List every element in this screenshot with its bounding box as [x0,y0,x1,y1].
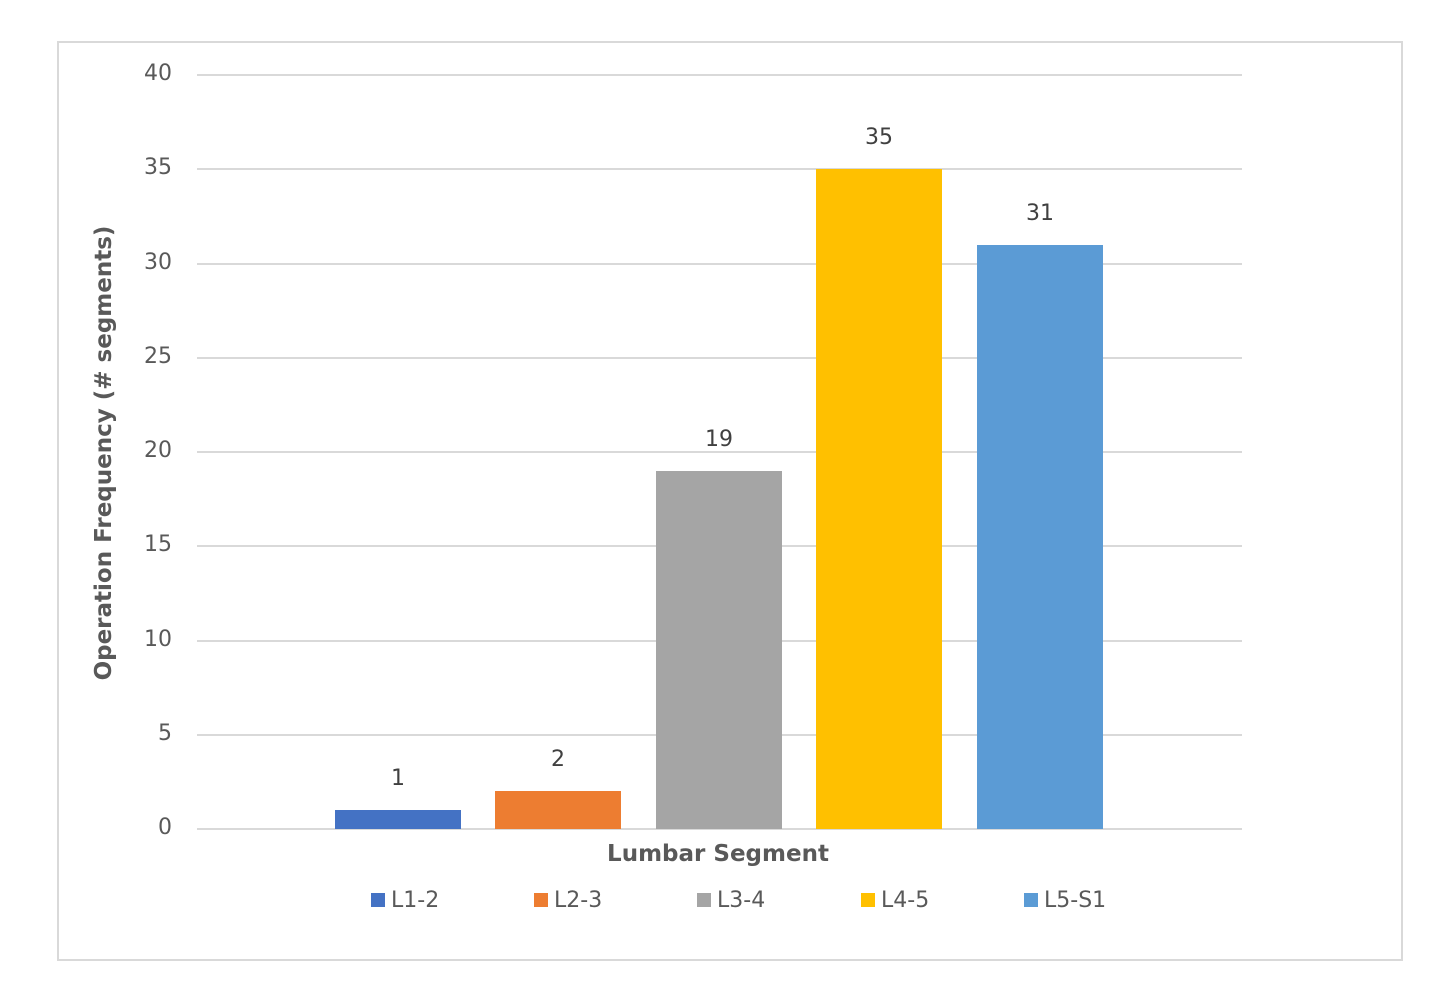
y-tick-label: 25 [144,343,172,369]
bar-l4-5 [816,169,942,829]
y-tick-label: 40 [144,61,172,86]
legend-label: L1-2 [391,887,440,913]
y-tick-label: 10 [144,626,172,652]
gridline [197,451,1242,453]
bar-data-label: 2 [551,747,565,773]
y-tick-label: 35 [144,155,172,181]
x-axis-label: Lumbar Segment [607,841,829,867]
legend-swatch [534,893,548,907]
plot-area: 1 2 19 35 31 [197,74,1242,830]
legend-item: L2-3 [534,886,602,914]
gridline [197,168,1242,171]
legend-swatch [1024,893,1038,907]
bar-data-label: 31 [1026,200,1054,226]
bar-l2-3 [495,791,621,829]
legend-swatch [861,893,875,907]
gridline [197,262,1242,265]
legend-item: L5-S1 [1024,886,1106,914]
y-tick-label: 20 [144,438,172,463]
legend-item: L1-2 [371,886,439,914]
y-tick-label: 5 [158,720,172,746]
y-tick-label: 15 [144,532,172,558]
gridline [197,356,1242,359]
legend-label: L3-4 [717,887,766,913]
legend-swatch [371,893,385,907]
bar-data-label: 19 [705,426,733,452]
legend-label: L5-S1 [1044,887,1107,913]
gridline [197,74,1242,76]
y-tick-label: 0 [158,815,172,840]
bar-l1-2 [335,810,461,829]
bar-data-label: 35 [865,125,893,151]
legend-swatch [697,893,711,907]
legend-label: L4-5 [881,887,930,913]
y-tick-label: 30 [144,249,172,275]
legend-label: L2-3 [554,887,603,913]
bar-data-label: 1 [391,766,405,792]
bar-l3-4 [656,470,782,829]
legend-item: L3-4 [697,886,765,914]
bar-l5-s1 [977,244,1103,829]
legend-item: L4-5 [861,886,929,914]
gridline [197,828,1242,830]
